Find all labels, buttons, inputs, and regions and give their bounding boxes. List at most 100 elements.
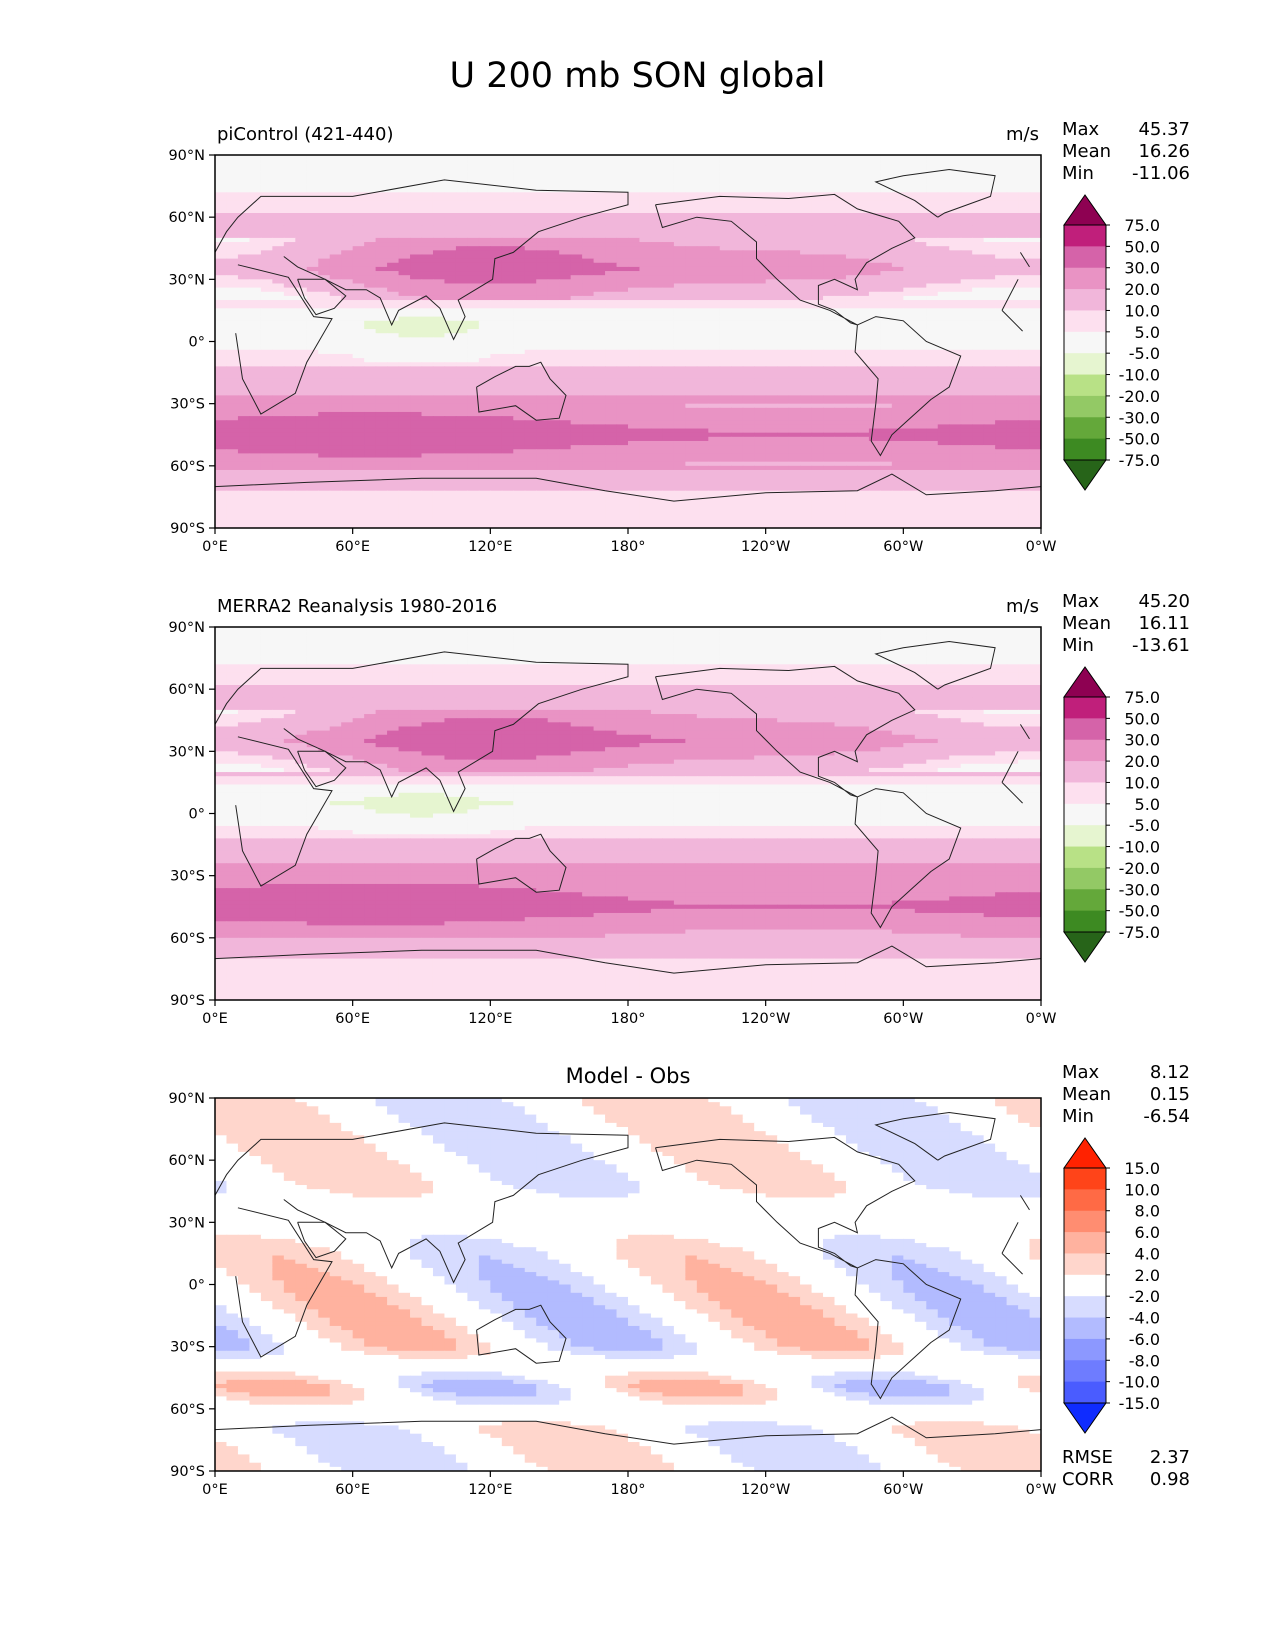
colorbar-label: -75.0 [1119, 923, 1160, 942]
x-tick-label: 0°W [1026, 1011, 1057, 1027]
y-tick-label: 30°N [168, 744, 205, 760]
x-tick-label: 60°W [883, 1011, 923, 1027]
colorbar-segment [1064, 825, 1106, 847]
stat-label-rmse: RMSE [1062, 1447, 1113, 1468]
colorbar-frame [1063, 224, 1107, 461]
colorbar-segment [1064, 1296, 1106, 1318]
y-tick-label: 0° [189, 1278, 205, 1294]
colorbar-segment [1064, 395, 1106, 418]
colorbar-label: -5.0 [1129, 816, 1160, 835]
stat-value-rmse: 2.37 [1150, 1447, 1190, 1468]
colorbar-top-extend [1063, 1137, 1107, 1169]
y-tick-label: 60°N [168, 1153, 205, 1169]
coastline-greenland [874, 1111, 996, 1161]
stat-label-mean: Mean [1062, 141, 1111, 162]
colorbar-label: 10.0 [1124, 1180, 1160, 1199]
coastline-africa [235, 264, 1023, 415]
x-tick-label: 60°W [883, 1482, 923, 1498]
colorbar-label: -10.0 [1119, 366, 1160, 385]
colorbar-label: 30.0 [1124, 259, 1160, 278]
coastlines [215, 1111, 1041, 1445]
colorbar-segment [1064, 225, 1106, 247]
y-tick-label: 90°S [170, 1464, 205, 1480]
colorbar-segment [1064, 289, 1106, 311]
colorbar-segment [1064, 739, 1106, 762]
x-tick-label: 0°W [1026, 1482, 1057, 1498]
y-tick-label: 60°S [170, 1402, 205, 1418]
colorbar-segment [1064, 417, 1106, 440]
panel-units: m/s [1006, 596, 1039, 617]
colorbar-segment [1064, 331, 1106, 354]
map-panel-1: 0°E 60°E 120°E 180° 120°W 60°W 0°W 90°N 60°N 30°N… [168, 119, 1190, 555]
colorbar-segment [1064, 867, 1106, 890]
colorbar-frame [1063, 1167, 1107, 1404]
y-tick-label: 90°N [168, 620, 205, 636]
colorbar-label: -20.0 [1119, 387, 1160, 406]
coastline-south-america [854, 316, 962, 457]
colorbar-segment [1064, 889, 1106, 912]
colorbar-label: 5.0 [1135, 795, 1160, 814]
colorbar-label: 15.0 [1124, 1159, 1160, 1178]
colorbar-bottom-extend [1063, 459, 1107, 491]
field-2 [215, 627, 1041, 1000]
colorbar-label: -4.0 [1129, 1309, 1160, 1328]
colorbar-label: -30.0 [1119, 880, 1160, 899]
y-tick-label: 30°S [170, 869, 205, 885]
colorbar-label: 75.0 [1124, 216, 1160, 235]
coastlines [215, 168, 1041, 502]
colorbar-segment [1064, 1338, 1106, 1361]
colorbar-label: -15.0 [1119, 1394, 1160, 1413]
colorbar: 75.0 50.0 30.0 20.0 10.0 5.0 -5.0 -10.0 -20.0 -30… [1063, 666, 1160, 963]
colorbar-top-extend [1063, 194, 1107, 226]
x-tick-label: 120°W [741, 1011, 790, 1027]
stat-value-min: -11.06 [1132, 163, 1190, 184]
x-tick-label: 0°E [202, 1482, 228, 1498]
coastline-eurasia [215, 1122, 1030, 1284]
stat-label-max: Max [1062, 1062, 1100, 1083]
y-tick-label: 30°S [170, 397, 205, 413]
y-tick-label: 30°S [170, 1340, 205, 1356]
y-tick-label: 0° [189, 807, 205, 823]
colorbar-segment [1064, 1381, 1106, 1404]
colorbar-segment [1064, 353, 1106, 375]
field-1 [215, 155, 1041, 528]
y-tick-label: 60°N [168, 682, 205, 698]
panel-title: Model - Obs [566, 1064, 691, 1088]
stat-value-min: -6.54 [1143, 1106, 1190, 1127]
field-3 [215, 1098, 1041, 1471]
stat-label-corr: CORR [1062, 1469, 1114, 1490]
coastline-north-america [655, 1136, 916, 1269]
colorbar-segment [1064, 803, 1106, 826]
stat-value-max: 45.37 [1138, 119, 1190, 140]
colorbar-label: -10.0 [1119, 1373, 1160, 1392]
x-tick-label: 0°W [1026, 539, 1057, 555]
colorbar-segment [1064, 310, 1106, 333]
y-tick-label: 90°S [170, 993, 205, 1009]
colorbar-label: 30.0 [1124, 731, 1160, 750]
y-tick-label: 0° [189, 335, 205, 351]
y-tick-label: 60°S [170, 931, 205, 947]
colorbar-label: 4.0 [1135, 1244, 1160, 1263]
y-tick-label: 90°S [170, 521, 205, 537]
x-tick-label: 60°E [335, 539, 370, 555]
coastline-eurasia [215, 651, 1030, 813]
stat-value-min: -13.61 [1132, 635, 1190, 656]
stat-value-mean: 0.15 [1150, 1084, 1190, 1105]
colorbar-segment [1064, 1317, 1106, 1340]
stat-label-max: Max [1062, 591, 1100, 612]
coastline-north-america [655, 193, 916, 326]
colorbar-segment [1064, 246, 1106, 269]
stat-value-mean: 16.11 [1138, 613, 1190, 634]
coastline-africa [235, 1207, 1023, 1358]
y-tick-label: 30°N [168, 1215, 205, 1231]
coastline-africa [235, 736, 1023, 887]
colorbar-top-extend [1063, 666, 1107, 698]
colorbar-label: 6.0 [1135, 1223, 1160, 1242]
colorbar-label: 50.0 [1124, 237, 1160, 256]
coastlines [215, 640, 1041, 974]
x-tick-label: 60°W [883, 539, 923, 555]
y-tick-label: 60°S [170, 459, 205, 475]
colorbar-segment [1064, 846, 1106, 869]
colorbar-label: 20.0 [1124, 280, 1160, 299]
